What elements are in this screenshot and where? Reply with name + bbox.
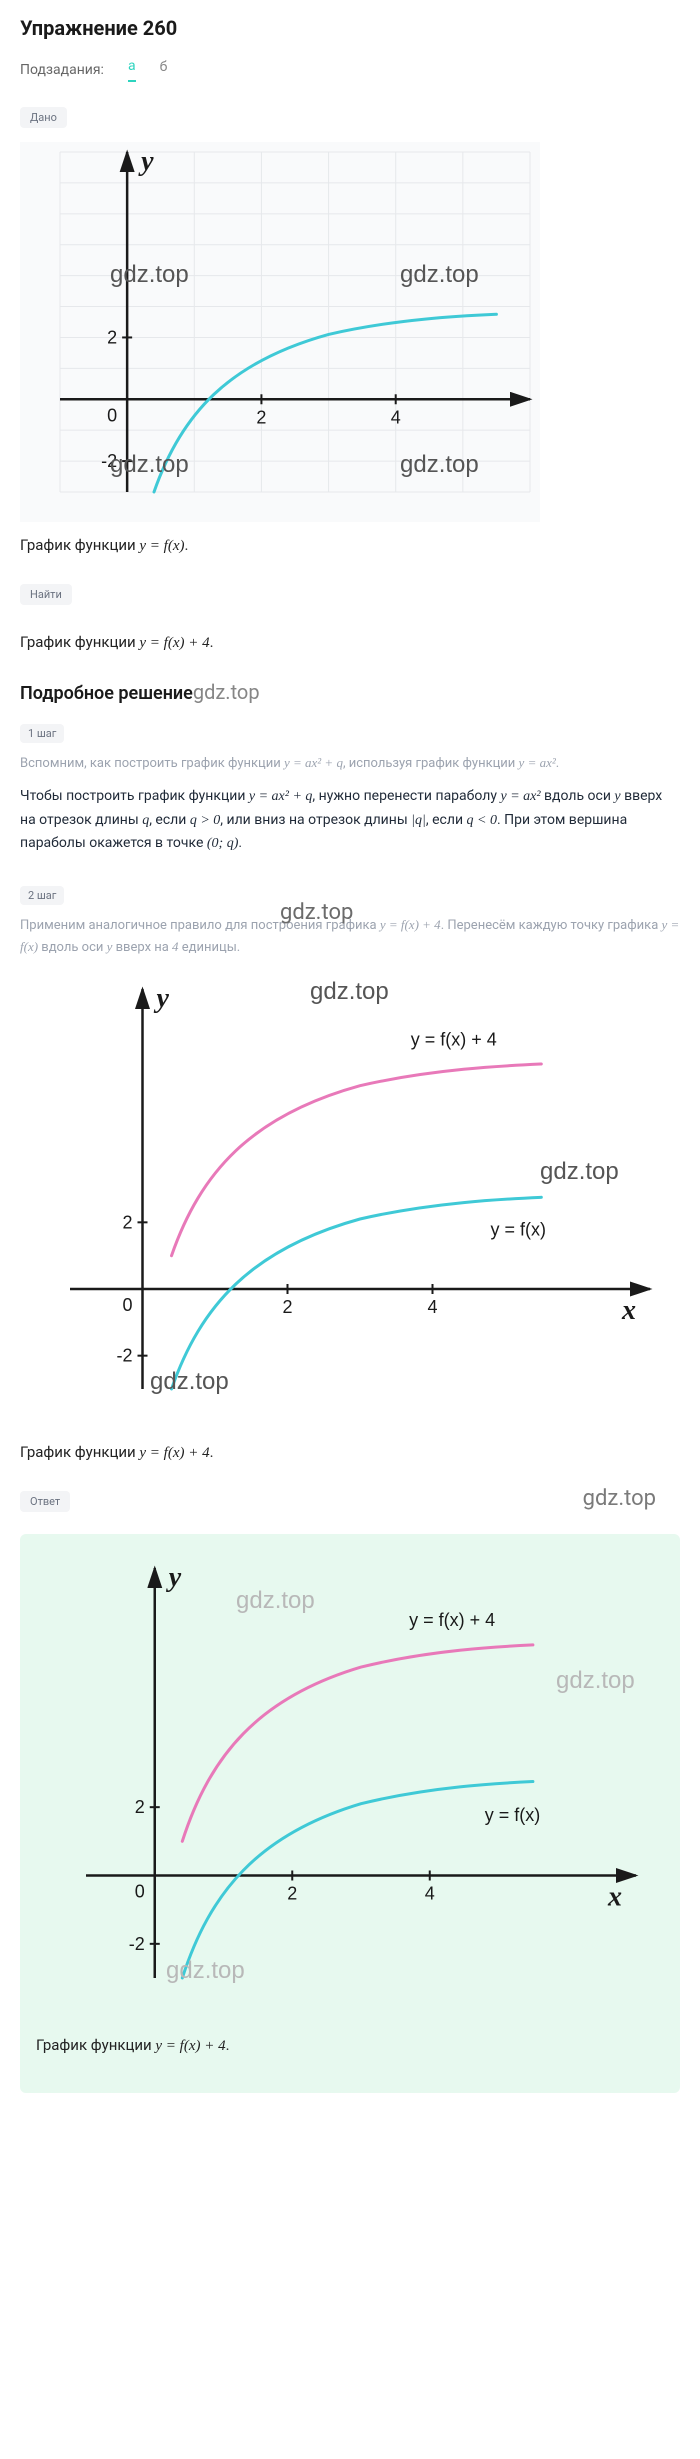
- svg-text:gdz.top: gdz.top: [556, 1667, 635, 1694]
- svg-text:gdz.top: gdz.top: [236, 1587, 315, 1614]
- step1-hint: Вспомним, как построить график функции y…: [20, 753, 680, 775]
- subtasks-label: Подзадания:: [20, 62, 104, 78]
- svg-text:4: 4: [427, 1297, 437, 1317]
- step-1: 1 шаг Вспомним, как построить график фун…: [20, 722, 680, 856]
- chart-given: 24-220ygdz.topgdz.topgdz.topgdz.top: [20, 142, 680, 522]
- step1-text: Чтобы построить график функции y = ax² +…: [20, 785, 680, 856]
- find-text: График функции y = f(x) + 4.: [20, 633, 680, 652]
- answer-block: 2 4 -2 2 0 y x y = f(x) y = f(x) + 4 gdz.top gdz.t…: [20, 1534, 680, 2093]
- svg-text:y = f(x): y = f(x): [485, 1805, 541, 1825]
- svg-text:-2: -2: [116, 1345, 132, 1365]
- step2-caption: График функции y = f(x) + 4.: [20, 1443, 680, 1462]
- svg-text:y: y: [166, 1562, 182, 1593]
- svg-text:x: x: [607, 1881, 622, 1912]
- svg-text:2: 2: [135, 1797, 145, 1817]
- svg-text:y = f(x): y = f(x): [491, 1219, 547, 1239]
- svg-text:gdz.top: gdz.top: [150, 1368, 229, 1395]
- svg-text:-2: -2: [129, 1934, 145, 1954]
- step1-label: 1 шаг: [20, 724, 64, 743]
- svg-text:gdz.top: gdz.top: [110, 261, 189, 288]
- given-label: Дано: [20, 107, 67, 128]
- solution-title: Подробное решениеgdz.top: [20, 680, 680, 704]
- step-2: 2 шаг Применим аналогичное правило для п…: [20, 884, 680, 1462]
- svg-text:gdz.top: gdz.top: [400, 451, 479, 478]
- svg-text:gdz.top: gdz.top: [110, 451, 189, 478]
- given-section: Дано 24-220ygdz.topgdz.topgdz.topgdz.top…: [20, 106, 680, 555]
- chart-step2: 2 4 -2 2 0 y x y = f(x) y = f(x) + 4 gdz.top gdz.t…: [20, 969, 680, 1429]
- svg-text:0: 0: [122, 1295, 132, 1315]
- svg-text:gdz.top: gdz.top: [400, 261, 479, 288]
- find-section: Найти График функции y = f(x) + 4.: [20, 583, 680, 652]
- svg-text:4: 4: [425, 1883, 435, 1903]
- svg-text:y = f(x) + 4: y = f(x) + 4: [411, 1029, 497, 1049]
- svg-text:0: 0: [107, 405, 117, 425]
- svg-text:y = f(x) + 4: y = f(x) + 4: [409, 1610, 495, 1630]
- page-title: Упражнение 260: [20, 16, 680, 40]
- svg-text:2: 2: [287, 1883, 297, 1903]
- svg-text:2: 2: [256, 407, 266, 427]
- answer-wrap: gdz.top Ответ 2 4 -2 2 0 y x y = f(x) y = f(x) +…: [20, 1490, 680, 2093]
- svg-text:x: x: [621, 1295, 636, 1326]
- svg-text:4: 4: [391, 407, 401, 427]
- step2-label: 2 шаг: [20, 886, 64, 905]
- subtasks-row: Подзадания: а б: [20, 58, 680, 82]
- svg-text:y: y: [138, 146, 154, 177]
- svg-text:gdz.top: gdz.top: [540, 1158, 619, 1185]
- svg-text:gdz.top: gdz.top: [310, 978, 389, 1005]
- svg-text:2: 2: [282, 1297, 292, 1317]
- watermark-text: gdz.top: [583, 1486, 656, 1511]
- step2-hint: Применим аналогичное правило для построе…: [20, 915, 680, 959]
- find-label: Найти: [20, 584, 72, 605]
- tab-a[interactable]: а: [128, 58, 136, 82]
- answer-caption: График функции y = f(x) + 4.: [36, 2036, 664, 2055]
- given-text: График функции y = f(x).: [20, 536, 680, 555]
- svg-text:y: y: [154, 983, 170, 1014]
- watermark-text: gdz.top: [280, 895, 353, 930]
- svg-text:2: 2: [122, 1212, 132, 1232]
- svg-text:gdz.top: gdz.top: [166, 1957, 245, 1984]
- svg-text:0: 0: [135, 1881, 145, 1901]
- svg-text:2: 2: [107, 327, 117, 347]
- watermark-inline: gdz.top: [193, 680, 260, 704]
- chart-answer: 2 4 -2 2 0 y x y = f(x) y = f(x) + 4 gdz.top gdz.t…: [36, 1548, 664, 2018]
- tab-b[interactable]: б: [160, 59, 168, 81]
- answer-label: Ответ: [20, 1491, 70, 1512]
